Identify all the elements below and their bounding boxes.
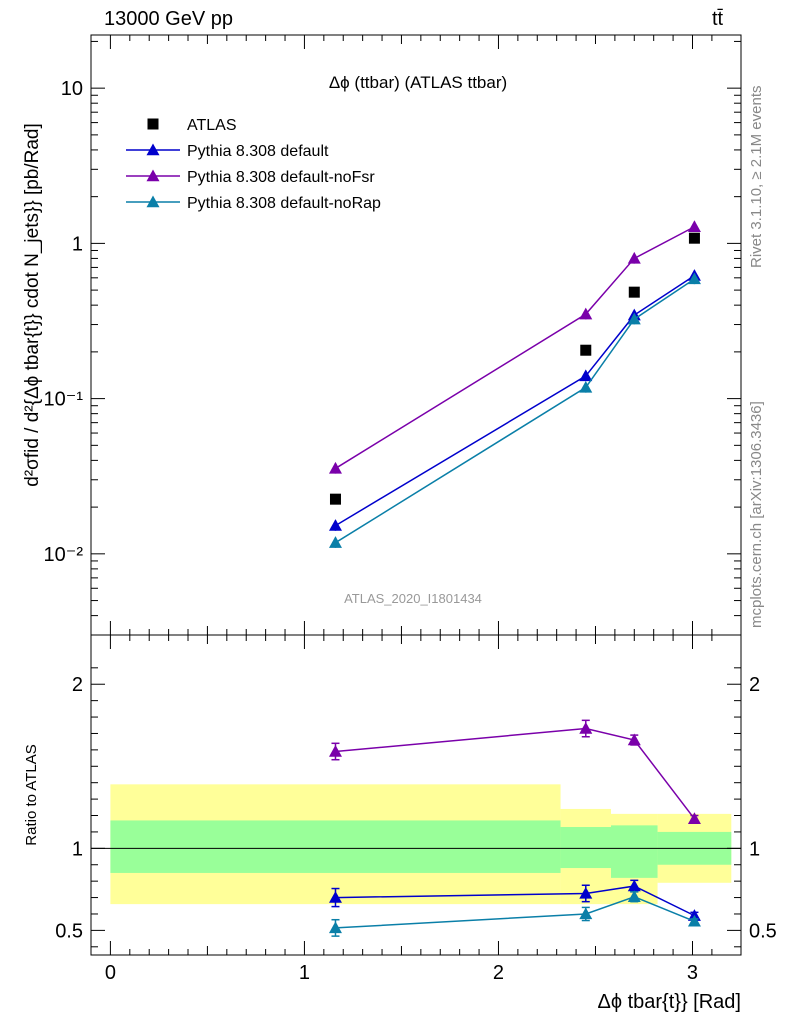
- legend-entry: Pythia 8.308 default: [187, 143, 329, 160]
- legend-entry: ATLAS: [187, 117, 237, 134]
- data-point: [579, 380, 593, 393]
- uncertainty-band-inner: [611, 825, 658, 878]
- ratio-series-line: [335, 885, 695, 917]
- ratio-data-point: [627, 733, 641, 746]
- data-point: [579, 369, 593, 382]
- x-tick-label: 2: [493, 962, 504, 984]
- legend-marker: [147, 118, 159, 130]
- x-axis-label: Δϕ tbar{t}} [Rad]: [597, 991, 741, 1013]
- legend-marker: [146, 195, 160, 208]
- ratio-y-tick-label-right: 0.5: [749, 920, 777, 942]
- data-point: [328, 519, 342, 531]
- data-point: [687, 220, 701, 232]
- legend-marker: [146, 169, 160, 182]
- ratio-data-point: [579, 886, 593, 899]
- series-line: [335, 274, 695, 527]
- data-point: [628, 286, 640, 298]
- uncertainty-band-inner: [110, 820, 561, 873]
- process-label: tt̄: [712, 8, 724, 30]
- ratio-data-point: [687, 914, 701, 927]
- y-tick-label: 1: [72, 233, 83, 255]
- ratio-data-point: [579, 907, 593, 920]
- ratio-data-point: [687, 812, 701, 824]
- data-point: [580, 344, 592, 356]
- legend-marker: [146, 143, 160, 156]
- series-line: [335, 226, 695, 470]
- legend-entry: Pythia 8.308 default-noRap: [187, 195, 381, 212]
- y-axis-label: d²σfid / d²{Δϕ tbar{t}} cdot N_jets}} [p…: [22, 123, 43, 487]
- y-tick-label: 10⁻²: [44, 544, 84, 566]
- data-point: [687, 272, 701, 285]
- data-point: [688, 232, 700, 244]
- series-line: [335, 278, 695, 544]
- ratio-plot-frame: [90, 634, 742, 956]
- ratio-y-tick-label-right: 1: [749, 838, 760, 860]
- data-point: [329, 493, 341, 505]
- data-point: [328, 461, 342, 474]
- data-point: [627, 312, 641, 325]
- x-tick-label: 3: [687, 962, 698, 984]
- plot-title: Δϕ (ttbar) (ATLAS ttbar): [329, 73, 507, 92]
- ratio-y-axis-label: Ratio to ATLAS: [23, 744, 40, 845]
- ratio-series-line: [335, 895, 695, 929]
- ratio-y-tick-label: 2: [72, 674, 83, 696]
- x-tick-label: 0: [105, 962, 116, 984]
- ratio-y-tick-label-right: 2: [749, 674, 760, 696]
- data-point: [328, 536, 342, 548]
- y-tick-label: 10⁻¹: [44, 389, 84, 411]
- ratio-data-point: [328, 921, 342, 934]
- ratio-data-point: [627, 879, 641, 892]
- ratio-series-line: [335, 727, 696, 820]
- ratio-y-tick-label: 0.5: [55, 920, 83, 942]
- data-point: [627, 251, 641, 264]
- ratio-data-point: [579, 722, 593, 734]
- ratio-data-point: [328, 745, 342, 757]
- legend-entry: Pythia 8.308 default-noFsr: [187, 169, 375, 186]
- ratio-data-point: [328, 891, 342, 903]
- ratio-data-point: [627, 890, 641, 902]
- analysis-label: ATLAS_2020_I1801434: [344, 591, 482, 606]
- ratio-y-tick-label: 1: [72, 838, 83, 860]
- data-point: [579, 307, 593, 320]
- y-tick-label: 10: [61, 78, 83, 100]
- x-tick-label: 1: [299, 962, 310, 984]
- energy-label: 13000 GeV pp: [104, 8, 233, 30]
- uncertainty-band-inner: [560, 827, 611, 869]
